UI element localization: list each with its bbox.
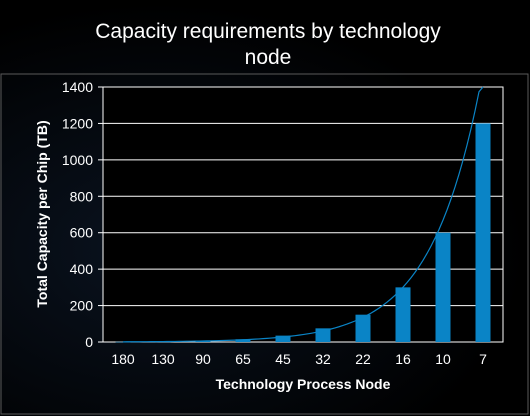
y-axis-title: Total Capacity per Chip (TB) — [34, 120, 50, 307]
x-tick-label: 180 — [111, 351, 135, 367]
x-tick-label: 45 — [275, 351, 291, 367]
x-tick-label: 32 — [315, 351, 331, 367]
y-tick-label: 0 — [85, 334, 93, 350]
bar-180 — [115, 341, 131, 343]
y-axis-ticks: 0 200 400 600 800 1000 1200 1400 — [62, 79, 103, 350]
bar-7 — [475, 123, 491, 342]
bar-65 — [235, 339, 251, 342]
bar-22 — [355, 314, 371, 342]
x-tick-label: 22 — [355, 351, 371, 367]
chart-title-line-2: node — [245, 46, 292, 69]
x-tick-label: 7 — [479, 351, 487, 367]
y-tick-label: 400 — [70, 261, 94, 277]
x-tick-label: 65 — [235, 351, 251, 367]
bar-10 — [435, 232, 451, 342]
x-tick-label: 90 — [195, 351, 211, 367]
y-tick-label: 1000 — [62, 152, 93, 168]
y-tick-label: 600 — [70, 225, 94, 241]
y-tick-label: 200 — [70, 298, 94, 314]
x-tick-label: 10 — [435, 351, 451, 367]
chart-area-border — [0, 73, 529, 415]
y-tick-label: 800 — [70, 188, 94, 204]
chart-title-line-1: Capacity requirements by technology — [95, 20, 441, 43]
x-tick-label: 130 — [151, 351, 175, 367]
y-tick-label: 1400 — [62, 79, 93, 95]
trendline — [122, 86, 484, 343]
x-axis-ticks: 180 130 90 65 45 32 22 16 10 7 — [111, 351, 487, 367]
x-axis-title: Technology Process Node — [216, 376, 391, 392]
x-tick-label: 16 — [395, 351, 411, 367]
y-tick-label: 1200 — [62, 115, 93, 131]
bar-45 — [275, 335, 291, 342]
bar-16 — [395, 287, 411, 342]
